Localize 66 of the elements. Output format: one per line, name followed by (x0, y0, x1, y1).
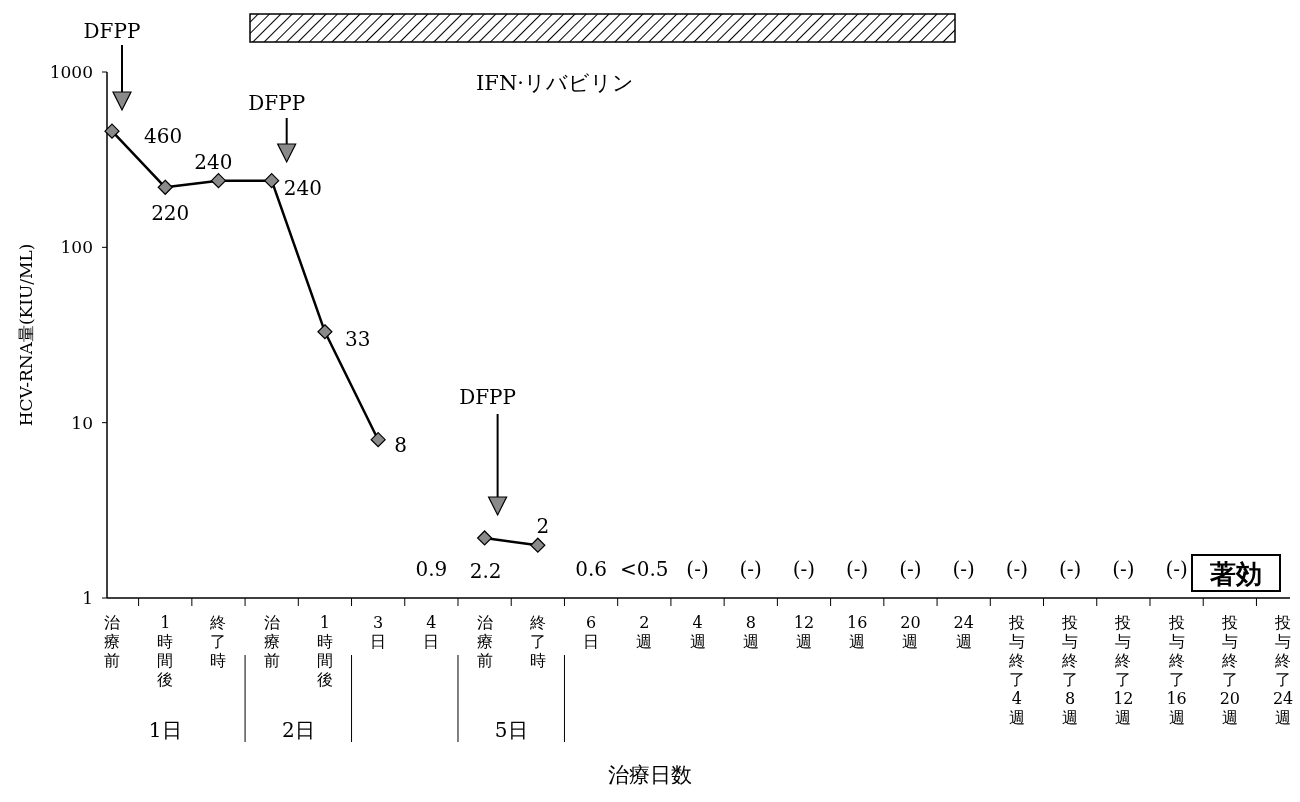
text: 2日 (281, 718, 315, 742)
text: (-) (792, 557, 816, 581)
y-tick-label: 10 (71, 412, 93, 433)
point (264, 173, 280, 189)
y-tick-label: 1 (82, 588, 93, 608)
x-tick-label: 12週 (793, 613, 815, 651)
data-label: 33 (344, 326, 371, 351)
x-tick-label: 2週 (636, 613, 653, 651)
y-tick-label: 100 (60, 237, 93, 258)
y-axis-title: HCV-RNA量(KIU/ML) (16, 243, 36, 427)
x-tick-label: 6日 (583, 613, 600, 651)
text: (-) (1058, 557, 1082, 581)
data-label: 460 (144, 124, 183, 149)
point (370, 432, 386, 448)
point (210, 173, 227, 189)
data-label: 2 (536, 514, 550, 539)
x-tick-label: 16週 (847, 613, 868, 651)
data-label: 2.2 (469, 558, 502, 583)
x-tick-label: 20週 (900, 613, 921, 651)
x-tick-label: 24週 (953, 613, 974, 651)
x-tick-label: 投与終了20週 (1219, 613, 1241, 727)
x-tick-label: 投与終了8週 (1061, 613, 1079, 727)
annotation: DFPP (459, 385, 517, 409)
annotation: IFN·リバビリン (476, 71, 634, 95)
point (157, 179, 173, 195)
text: (-) (1112, 557, 1135, 581)
text: (-) (739, 557, 762, 581)
data-label: 240 (283, 175, 322, 200)
data-label: 220 (151, 201, 190, 226)
text: (-) (686, 557, 709, 581)
point (317, 324, 333, 340)
text: (-) (899, 557, 922, 581)
annotation: DFPP (248, 91, 306, 115)
text: (-) (1165, 557, 1188, 581)
x-tick-label: 1時間後 (316, 613, 333, 689)
x-tick-label: 治療前 (263, 613, 280, 670)
x-axis-title: 治療日数 (608, 763, 692, 787)
point (530, 537, 546, 553)
x-tick-label: 投与終了12週 (1113, 613, 1134, 727)
text: DFPP (83, 19, 141, 43)
point (104, 123, 120, 139)
text: 0.6 (575, 557, 607, 581)
text: 0.9 (415, 557, 448, 581)
x-tick-label: 投与終了24週 (1272, 613, 1294, 727)
x-tick-label: 1時間後 (157, 613, 174, 689)
x-tick-label: 4週 (689, 613, 706, 651)
x-tick-label: 8週 (742, 613, 759, 651)
text: <0.5 (620, 557, 669, 581)
x-tick-label: 治療前 (476, 613, 493, 670)
annotation: 著効 (1209, 559, 1262, 589)
x-tick-label: 終了時 (209, 613, 227, 670)
x-tick-label: 治療前 (104, 613, 120, 670)
data-label: 240 (194, 149, 233, 174)
text: 1日 (148, 718, 182, 742)
data-label: 8 (394, 432, 407, 457)
text: (-) (1005, 557, 1029, 581)
point (477, 530, 493, 546)
text: (-) (846, 557, 869, 581)
y-tick-label: 1000 (49, 62, 93, 82)
x-tick-label: 投与終了4週 (1007, 613, 1025, 727)
text: 5日 (494, 718, 528, 742)
x-tick-label: 4日 (423, 613, 440, 651)
x-tick-label: 終了時 (528, 613, 546, 670)
text: (-) (952, 557, 975, 581)
x-tick-label: 投与終了16週 (1166, 613, 1187, 727)
x-tick-label: 3日 (370, 613, 387, 651)
